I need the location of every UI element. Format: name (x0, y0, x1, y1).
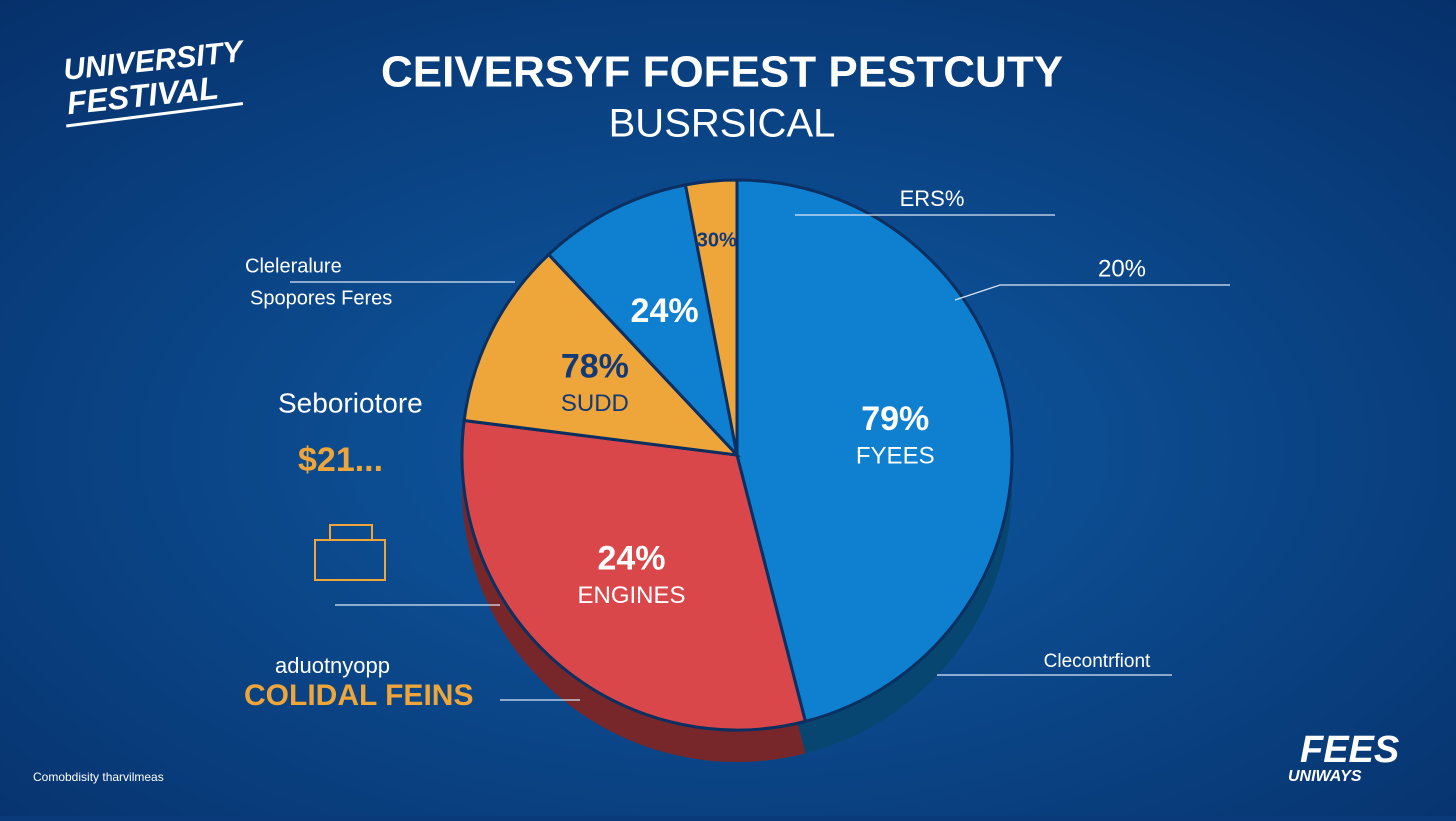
annotation: Cleleralure (245, 255, 342, 277)
annotation: ERS% (900, 186, 965, 211)
chart-title: CEIVERSYF FOFEST PESTCUTY (381, 48, 1063, 97)
chart-subtitle: BUSRSICAL (609, 102, 836, 146)
corner-logo: UNIWAYS (1288, 768, 1362, 785)
icon (314, 524, 386, 581)
slice-label: 24% (631, 292, 699, 330)
slice (462, 252, 741, 458)
logo-underline (66, 101, 244, 128)
slice (546, 183, 740, 460)
annotation: $21... (298, 441, 383, 479)
slice (735, 178, 1014, 724)
annotation: Spopores Feres (250, 287, 392, 309)
corner-logo: FEES (1300, 729, 1399, 771)
slice-sublabel: SUDD (561, 390, 629, 417)
annotation: COLIDAL FEINS (244, 679, 473, 712)
annotation: aduotnyopp (275, 653, 390, 678)
annotation: Seboriotore (278, 387, 423, 418)
slice-label: 24% (597, 540, 665, 578)
slice-label: 30% (697, 230, 737, 252)
footer: Comobdisity tharvilmeas (33, 770, 164, 784)
annotation: Clecontrfiont (1044, 651, 1151, 672)
callout-line (954, 284, 1230, 301)
slice (460, 418, 808, 732)
slice-sublabel: ENGINES (578, 582, 686, 609)
slice-label: 78% (561, 348, 629, 386)
pie: 79% FYEES 24% ENGINES 78% SUDD 24% 30% (460, 178, 1014, 762)
slice (683, 178, 739, 456)
slice-sublabel: FYEES (856, 442, 935, 469)
annotation: 20% (1098, 255, 1146, 282)
slice-label: 79% (861, 400, 929, 438)
